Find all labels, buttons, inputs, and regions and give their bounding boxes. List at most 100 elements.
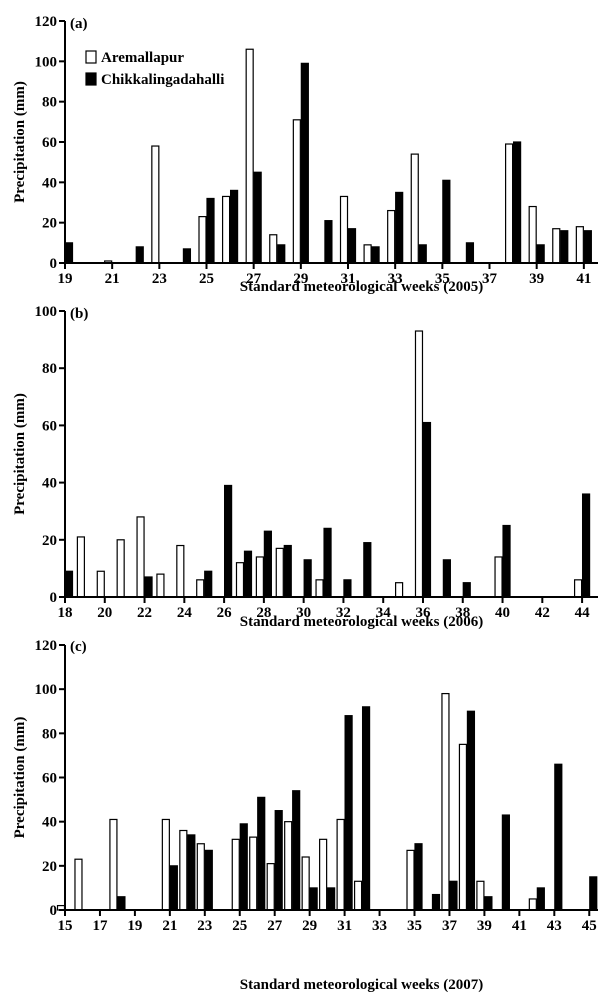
bar-aremallapur-week-27 (266, 863, 275, 911)
y-axis-title: Precipitation (mm) (12, 393, 28, 515)
bar-aremallapur-week-27 (235, 562, 245, 598)
bar-chikkalingadahalli-week-24 (182, 248, 192, 264)
y-tick-label: 120 (35, 638, 58, 654)
bar-aremallapur-week-28 (269, 234, 278, 264)
bar-chikkalingadahalli-week-35 (414, 843, 423, 911)
bar-chikkalingadahalli-week-30 (327, 887, 336, 911)
x-axis-title: Standard meteorological weeks (2006) (240, 614, 483, 630)
bar-aremallapur-week-38 (504, 143, 514, 264)
y-tick-label: 60 (42, 418, 57, 434)
bar-aremallapur-week-31 (339, 195, 349, 264)
x-tick-label: 19 (58, 271, 73, 287)
bar-chikkalingadahalli-week-31 (323, 527, 332, 598)
bar-aremallapur-week-22 (136, 516, 145, 598)
bar-aremallapur-week-23 (156, 573, 165, 598)
bar-chikkalingadahalli-week-42 (536, 887, 545, 911)
bar-chikkalingadahalli-week-29 (309, 887, 318, 911)
x-tick-label: 28 (256, 605, 271, 621)
bar-chikkalingadahalli-week-33 (395, 191, 404, 264)
panel-label: (c) (70, 639, 87, 655)
bar-aremallapur-week-27 (245, 48, 254, 264)
bar-chikkalingadahalli-week-31 (344, 715, 353, 911)
bar-chikkalingadahalli-week-21 (169, 865, 178, 911)
bar-chikkalingadahalli-week-43 (554, 763, 563, 911)
x-tick-label: 42 (535, 605, 550, 621)
bar-chikkalingadahalli-week-25 (206, 197, 215, 264)
bar-aremallapur-week-35 (394, 582, 404, 598)
x-tick-label: 23 (152, 271, 167, 287)
bar-aremallapur-week-21 (116, 539, 125, 598)
bar-aremallapur-week-40 (494, 556, 503, 598)
x-axis-title: Standard meteorological weeks (2007) (240, 977, 483, 993)
bar-chikkalingadahalli-week-45 (589, 876, 598, 911)
x-axis-title: Standard meteorological weeks (2005) (240, 279, 483, 295)
bar-chikkalingadahalli-week-40 (501, 814, 510, 911)
bar-chikkalingadahalli-week-33 (363, 542, 372, 598)
bar-chikkalingadahalli-week-38 (466, 710, 476, 911)
y-tick-label: 80 (42, 726, 57, 742)
bar-chikkalingadahalli-week-40 (560, 230, 569, 264)
y-tick-label: 80 (42, 361, 57, 377)
panel-c: 0 20 40 60 80 100 120 15 17 19 21 23 25 27 29 31 33 35 37 3… (12, 638, 598, 993)
bar-chikkalingadahalli-week-28 (292, 790, 301, 911)
bar-chikkalingadahalli-week-29 (300, 62, 309, 264)
x-tick-label: 33 (388, 271, 403, 287)
bar-aremallapur-week-33 (387, 209, 396, 264)
x-tick-label: 26 (217, 605, 233, 621)
x-tick-label: 31 (341, 271, 356, 287)
bar-chikkalingadahalli-week-38 (462, 582, 471, 598)
y-tick-label: 40 (42, 815, 57, 831)
bar-chikkalingadahalli-week-39 (536, 244, 545, 264)
bar-chikkalingadahalli-week-27 (253, 171, 262, 264)
bar-aremallapur-week-21 (161, 818, 170, 911)
bar-chikkalingadahalli-week-22 (135, 246, 144, 264)
x-tick-label: 29 (302, 918, 317, 934)
bar-chikkalingadahalli-week-41 (583, 230, 592, 264)
bar-aremallapur-week-31 (315, 579, 324, 598)
bar-aremallapur-week-23 (151, 145, 160, 264)
bar-aremallapur-week-23 (196, 843, 205, 911)
x-tick-label: 37 (442, 918, 458, 934)
bar-aremallapur-week-37 (441, 692, 450, 911)
bar-chikkalingadahalli-week-29 (283, 544, 292, 598)
bar-chikkalingadahalli-week-19 (64, 242, 74, 264)
y-tick-label: 100 (35, 304, 58, 320)
x-tick-label: 20 (97, 605, 112, 621)
y-tick-label: 0 (50, 256, 58, 272)
x-tick-label: 38 (455, 605, 470, 621)
x-tick-label: 29 (293, 271, 308, 287)
bar-aremallapur-week-19 (76, 536, 85, 598)
bar-aremallapur-week-25 (198, 216, 207, 264)
bar-chikkalingadahalli-week-23 (204, 849, 213, 911)
bar-aremallapur-week-16 (74, 858, 83, 911)
x-tick-label: 34 (376, 605, 392, 621)
bar-aremallapur-week-41 (575, 226, 584, 264)
bar-aremallapur-week-31 (336, 818, 345, 911)
y-tick-label: 60 (42, 135, 57, 151)
legend-label-chikkalingadahalli: Chikkalingadahalli (101, 72, 224, 88)
x-tick-label: 41 (576, 271, 591, 287)
bar-aremallapur-week-39 (528, 205, 537, 264)
x-tick-label: 35 (407, 918, 422, 934)
bar-chikkalingadahalli-week-36 (431, 893, 441, 911)
bar-chikkalingadahalli-week-31 (347, 228, 357, 264)
legend-swatch-chikkalingadahalli (85, 72, 97, 86)
x-tick-label: 41 (512, 918, 527, 934)
legend-swatch-aremallapur (85, 50, 97, 64)
x-tick-label: 45 (582, 918, 597, 934)
bar-aremallapur-week-30 (319, 838, 328, 911)
bar-chikkalingadahalli-week-37 (442, 559, 451, 598)
bar-chikkalingadahalli-week-40 (502, 524, 511, 598)
bar-aremallapur-week-34 (410, 153, 419, 264)
y-tick-label: 0 (50, 903, 58, 919)
x-tick-label: 43 (547, 918, 562, 934)
bar-chikkalingadahalli-week-30 (303, 559, 312, 598)
y-axis-title: Precipitation (mm) (12, 717, 28, 839)
bar-aremallapur-week-29 (292, 119, 301, 264)
x-tick-label: 19 (127, 918, 142, 934)
bar-aremallapur-week-18 (109, 818, 118, 911)
bar-aremallapur-week-32 (353, 880, 363, 911)
bar-chikkalingadahalli-week-36 (422, 421, 432, 598)
bar-chikkalingadahalli-week-25 (239, 823, 248, 911)
bar-aremallapur-week-28 (255, 556, 264, 598)
